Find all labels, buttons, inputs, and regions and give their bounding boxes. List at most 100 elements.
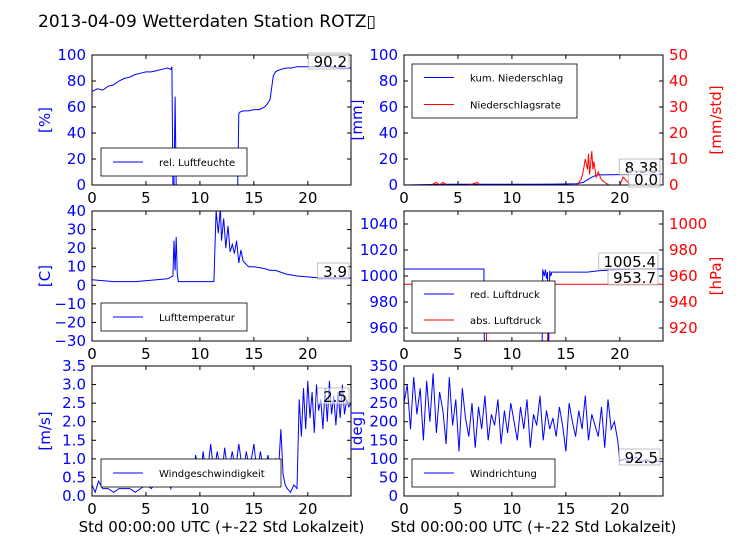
- y-right-tick-label: 50: [669, 46, 688, 64]
- x-tick-label: 5: [453, 345, 463, 363]
- y-right-tick-label: 920: [669, 319, 698, 337]
- y-tick-label: 100: [369, 450, 398, 468]
- x-tick-label: 0: [87, 189, 97, 207]
- x-tick-label: 0: [399, 189, 409, 207]
- y-right-axis-label: [hPa]: [707, 257, 725, 296]
- plot-frame: [91, 365, 352, 497]
- series-line-1: [92, 211, 351, 283]
- chart-humidity: 0 5 10 15 20 0 20 40 60 80 100 [%] rel. Luftfeuchte 9…: [36, 46, 352, 207]
- x-tick-label: 15: [244, 500, 263, 518]
- y-right-tick-label: 0: [669, 176, 679, 194]
- y-tick-label: 60: [379, 98, 398, 116]
- y-right-tick-label: 1000: [669, 215, 707, 233]
- x-tick-label: 0: [87, 345, 97, 363]
- series-line-1: [404, 373, 663, 464]
- y-right-tick-label: 40: [669, 72, 688, 90]
- y-tick-label: −10: [54, 295, 86, 313]
- y-tick-label: 1.5: [62, 431, 86, 449]
- x-tick-label: 15: [556, 500, 575, 518]
- chart-precipitation: 0 5 10 15 20 0 20 40 60 80 100 0 10 20 30 40 50 [mm] [mm/s…: [348, 46, 725, 207]
- y-tick-label: 0: [76, 176, 86, 194]
- x-axis-label: Std 00:00:00 UTC (+-22 Std Lokalzeit): [391, 518, 677, 536]
- chart-pressure: 0 5 10 15 20 960 980 1000 1020 1040 920 940 960 980 10…: [360, 210, 725, 363]
- x-tick-label: 15: [244, 345, 263, 363]
- value-label: 0.0: [634, 171, 658, 189]
- x-tick-label: 20: [298, 189, 317, 207]
- y-tick-label: 40: [67, 202, 86, 220]
- x-tick-label: 5: [453, 189, 463, 207]
- value-label: 92.5: [625, 449, 658, 467]
- series-line-2: [404, 151, 663, 185]
- x-tick-label: 20: [610, 500, 629, 518]
- x-tick-label: 10: [502, 189, 521, 207]
- x-tick-label: 15: [556, 345, 575, 363]
- y-tick-label: 30: [67, 221, 86, 239]
- y-tick-label: 980: [369, 293, 398, 311]
- x-tick-label: 15: [244, 189, 263, 207]
- y-tick-label: 1020: [360, 241, 398, 259]
- x-tick-label: 10: [190, 500, 209, 518]
- y-right-tick-label: 20: [669, 124, 688, 142]
- figure-title: 2013-04-09 Wetterdaten Station ROTZ▯: [38, 12, 376, 32]
- x-tick-label: 10: [190, 189, 209, 207]
- legend: Windgeschwindigkeit: [100, 458, 282, 488]
- y-tick-label: 20: [379, 150, 398, 168]
- y-tick-label: 0.0: [62, 487, 86, 505]
- chart-temperature: 0 5 10 15 20−30−20−10010203040[C]Lufttempera…: [36, 202, 352, 363]
- plot-frame: [91, 210, 352, 342]
- value-label-box: [607, 268, 659, 286]
- x-tick-label: 10: [190, 345, 209, 363]
- y-tick-label: 0.5: [62, 468, 86, 486]
- value-label-box: [628, 170, 661, 188]
- legend-entry: rel. Luftfeuchte: [159, 158, 235, 169]
- y-tick-label: 80: [379, 72, 398, 90]
- x-tick-label: 5: [141, 189, 151, 207]
- legend-box: [411, 280, 556, 334]
- y-right-tick-label: 940: [669, 293, 698, 311]
- x-tick-label: 0: [399, 345, 409, 363]
- legend-entry: kum. Niederschlag: [470, 74, 563, 85]
- x-tick-label: 5: [141, 345, 151, 363]
- legend-entry: red. Luftdruck: [470, 290, 540, 301]
- y-axis-label: [C]: [36, 265, 54, 287]
- y-right-tick-label: 960: [669, 267, 698, 285]
- series-line-1: [404, 173, 663, 185]
- y-right-tick-label: 10: [669, 150, 688, 168]
- y-tick-label: 960: [369, 319, 398, 337]
- value-label: 90.2: [314, 53, 347, 71]
- x-tick-label: 0: [399, 500, 409, 518]
- x-tick-label: 0: [87, 500, 97, 518]
- y-axis-label: [%]: [36, 107, 54, 133]
- x-tick-label: 20: [298, 345, 317, 363]
- y-tick-label: 1000: [360, 267, 398, 285]
- legend: Lufttemperatur: [100, 302, 248, 332]
- x-tick-label: 5: [141, 500, 151, 518]
- plot-frame: [403, 365, 664, 497]
- x-tick-label: 20: [298, 500, 317, 518]
- y-tick-label: 250: [369, 394, 398, 412]
- legend: red. Luftdruck abs. Luftdruck: [411, 280, 556, 334]
- y-tick-label: 200: [369, 413, 398, 431]
- legend-entry: Niederschlagsrate: [470, 101, 561, 112]
- legend-entry: Lufttemperatur: [159, 313, 236, 324]
- y-tick-label: −30: [54, 332, 86, 350]
- chart-wind-speed: 0 5 10 15 200.00.51.01.52.02.53.03.5[m/s]Std…: [36, 357, 364, 536]
- x-tick-label: 5: [453, 500, 463, 518]
- value-label-box: [307, 52, 350, 70]
- y-tick-label: −20: [54, 313, 86, 331]
- y-tick-label: 3.5: [62, 357, 86, 375]
- y-tick-label: 1.0: [62, 450, 86, 468]
- value-label: 1005.4: [604, 253, 657, 271]
- value-label-box: [618, 448, 661, 466]
- y-tick-label: 100: [369, 46, 398, 64]
- y-axis-label: [deg]: [348, 411, 366, 451]
- y-tick-label: 1040: [360, 215, 398, 233]
- x-tick-label: 20: [610, 189, 629, 207]
- x-tick-label: 10: [502, 500, 521, 518]
- y-tick-label: 0: [388, 487, 398, 505]
- y-tick-label: 0: [388, 176, 398, 194]
- plot-frame: [91, 54, 352, 186]
- y-right-tick-label: 980: [669, 241, 698, 259]
